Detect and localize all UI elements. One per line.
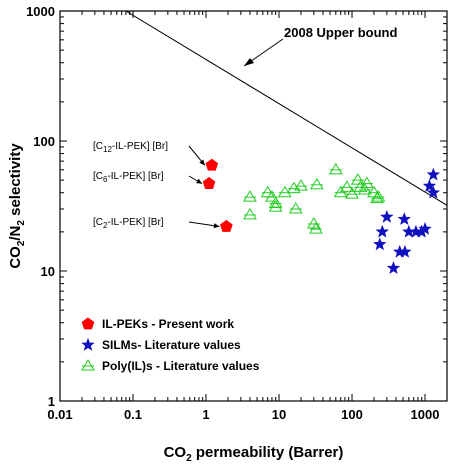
legend-marker — [82, 339, 94, 351]
x-axis-title: CO2 permeability (Barrer) — [164, 444, 344, 464]
data-point — [244, 191, 256, 201]
annotation-label: [C12-IL-PEK] [Br] — [93, 141, 168, 154]
data-point — [427, 168, 439, 180]
legend: IL-PEKs - Present work SILMs- Literature … — [82, 317, 260, 373]
upper-bound-group: 2008 Upper bound — [126, 11, 447, 205]
legend-label: IL-PEKs - Present work — [102, 317, 234, 331]
data-point — [206, 159, 217, 170]
data-point — [374, 238, 386, 250]
legend-label: SILMs- Literature values — [102, 338, 241, 352]
y-axis-title: CO2/N2 selectivity — [7, 143, 27, 269]
legend-marker — [82, 360, 94, 370]
data-point — [221, 220, 232, 231]
data-point — [244, 209, 256, 219]
y-tick-label: 100 — [33, 134, 55, 149]
x-tick-label: 0.1 — [124, 407, 142, 422]
y-tick-label: 1 — [48, 394, 55, 409]
data-point — [398, 213, 410, 225]
data-points — [203, 159, 439, 273]
y-tick-label: 10 — [41, 264, 55, 279]
annotations: [C12-IL-PEK] [Br] [C6-IL-PEK] [Br] [C2-IL-… — [93, 141, 219, 230]
data-point — [203, 178, 214, 189]
data-point — [381, 211, 393, 223]
data-point — [311, 179, 323, 189]
annotation-arrowhead — [214, 223, 220, 228]
data-point — [376, 225, 388, 237]
x-tick-label: 0.01 — [47, 407, 72, 422]
data-point — [330, 164, 342, 174]
data-point — [352, 174, 364, 184]
x-tick-label: 1000 — [411, 407, 440, 422]
annotation-label: [C2-IL-PEK] [Br] — [93, 217, 164, 230]
legend-marker — [82, 318, 93, 329]
upper-bound-arrowhead — [244, 58, 254, 66]
data-point — [270, 201, 282, 211]
upper-bound-line — [126, 11, 447, 205]
annotation-label: [C6-IL-PEK] [Br] — [93, 171, 164, 184]
x-tick-label: 100 — [341, 407, 363, 422]
upper-bound-label: 2008 Upper bound — [284, 25, 397, 40]
x-tick-label: 10 — [272, 407, 286, 422]
y-tick-label: 1000 — [26, 4, 55, 19]
x-tick-label: 1 — [202, 407, 209, 422]
data-point — [387, 262, 399, 274]
data-point — [270, 198, 282, 208]
legend-label: Poly(IL)s - Literature values — [102, 359, 260, 373]
data-point — [290, 203, 302, 213]
